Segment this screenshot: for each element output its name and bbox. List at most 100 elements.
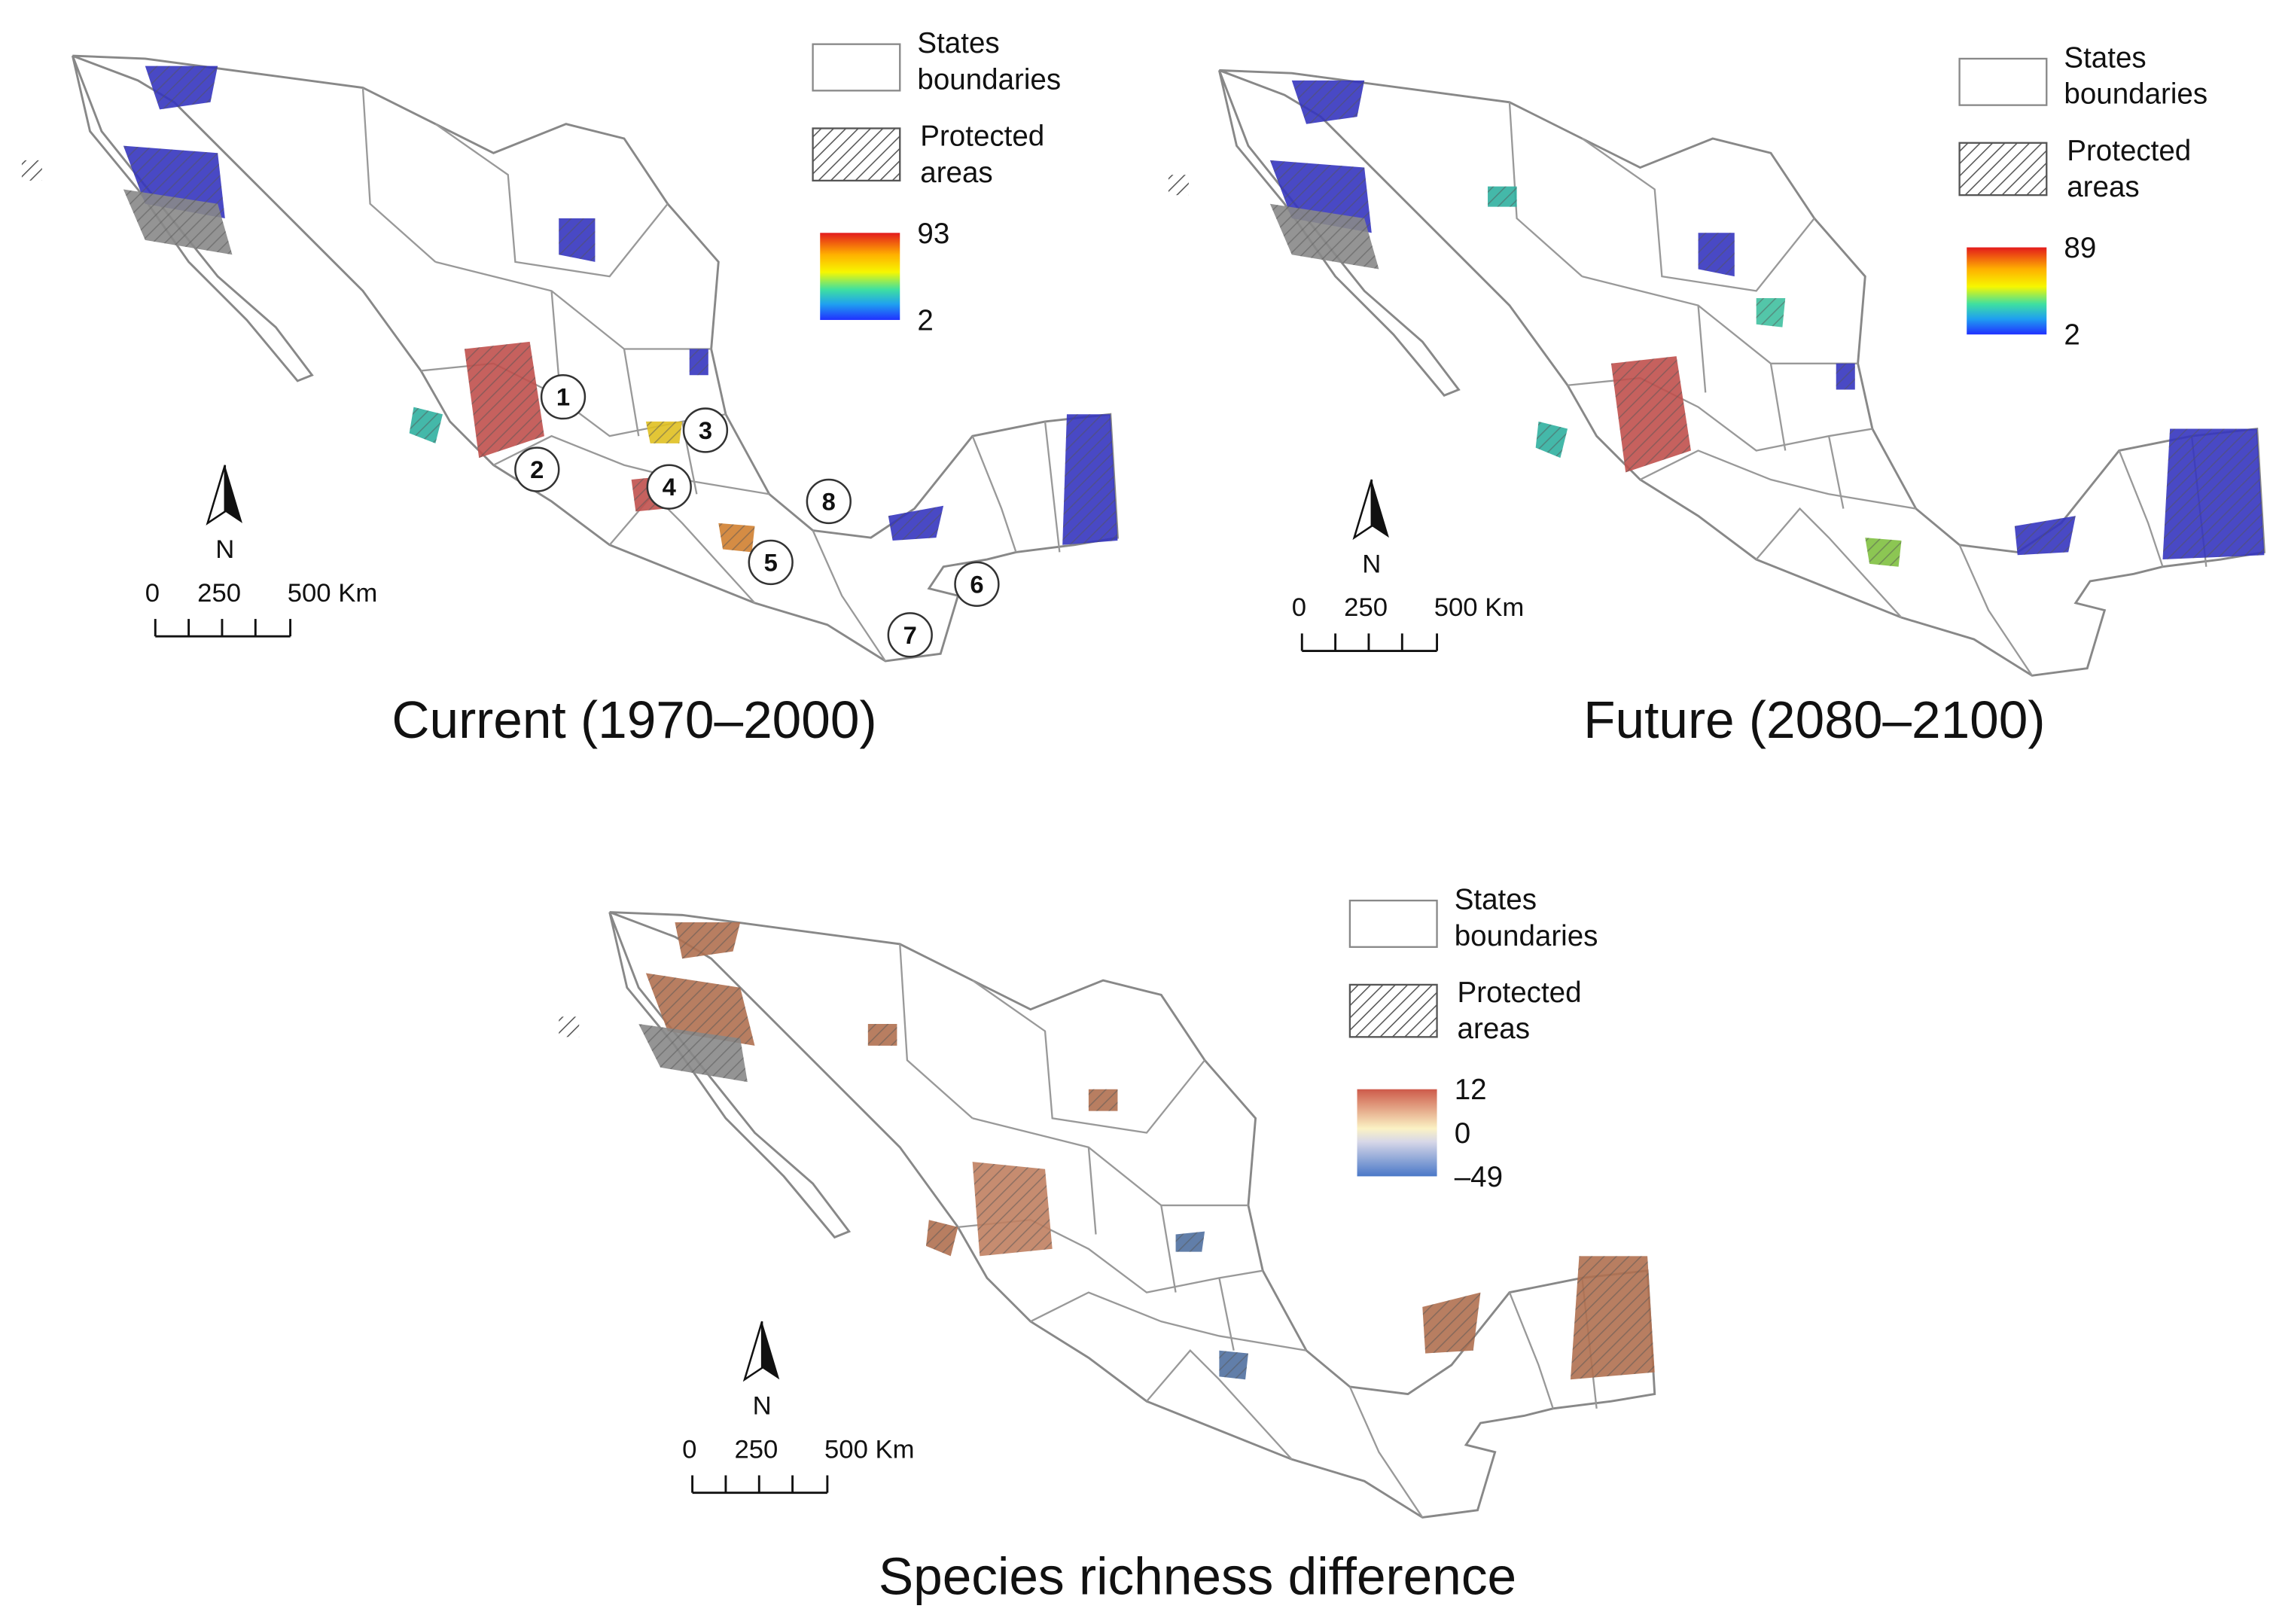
colorbar <box>1967 247 2047 335</box>
site-circle <box>682 407 729 453</box>
legend-protected-box <box>812 127 901 182</box>
site-circle <box>748 539 794 586</box>
north-arrow <box>224 465 242 523</box>
legend-text: areas <box>920 157 992 189</box>
state-boundary <box>1087 1147 1097 1235</box>
protected-hatch <box>1269 203 1379 270</box>
protected-hatch <box>409 407 443 443</box>
state-boundary <box>972 1117 1248 1207</box>
state-boundary <box>492 434 769 495</box>
protected-hatch <box>559 218 596 262</box>
state-boundary <box>361 87 437 263</box>
protected-hatch <box>1488 186 1517 207</box>
legend-text: areas <box>1458 1013 1530 1045</box>
protected-hatch <box>2162 428 2265 560</box>
protected-hatch <box>123 189 233 255</box>
protected-hatch <box>1175 1231 1205 1252</box>
state-boundary <box>1508 1292 1554 1409</box>
legend-text: areas <box>2067 171 2139 203</box>
legend-text: Protected <box>920 120 1044 153</box>
legend-text: boundaries <box>1455 920 1598 952</box>
legend-protected-box <box>1348 983 1438 1038</box>
site-label: 2 <box>530 456 544 483</box>
map-title: Species richness difference <box>879 1547 1516 1606</box>
site-circle <box>514 446 560 492</box>
colorbar-label: 12 <box>1455 1074 1487 1106</box>
protected-hatch <box>867 1023 897 1046</box>
legend-text: States <box>2064 42 2146 75</box>
north-arrow <box>762 1321 780 1380</box>
legend-text: States <box>1455 884 1537 916</box>
protected-hatch <box>1219 1350 1248 1380</box>
north-label: N <box>1362 550 1381 578</box>
state-boundary <box>1697 305 1707 393</box>
site-circle <box>540 373 587 420</box>
protected-hatch <box>1865 538 1902 567</box>
legend-text: boundaries <box>917 63 1061 96</box>
state-boundary <box>812 530 886 662</box>
scale-label: 0 <box>1292 593 1306 622</box>
protected-hatch <box>464 341 544 459</box>
site-label: 1 <box>556 383 570 411</box>
legend-boundary-box <box>812 43 901 92</box>
island-hatch <box>1168 175 1189 196</box>
north-arrow <box>1352 479 1373 541</box>
state-boundary <box>1044 421 1061 553</box>
map-title: Current (1970–2000) <box>392 690 876 749</box>
colorbar-label: 0 <box>1455 1117 1470 1150</box>
legend-text: States <box>917 27 999 59</box>
colorbar-label: 89 <box>2064 232 2096 264</box>
protected-hatch <box>1570 1256 1655 1380</box>
protected-hatch <box>1836 363 1855 390</box>
colorbar-label: –49 <box>1455 1161 1503 1193</box>
legend-text: Protected <box>2067 135 2191 167</box>
scale-label: 0 <box>145 579 160 608</box>
site-circle <box>887 612 933 658</box>
site-circle <box>646 464 692 510</box>
state-boundary <box>550 291 560 379</box>
protected-hatch <box>925 1220 958 1257</box>
protected-hatch <box>645 973 755 1046</box>
state-boundary <box>971 435 1017 553</box>
state-boundary <box>435 261 711 350</box>
protected-hatch <box>1062 414 1118 545</box>
legend-text: boundaries <box>2064 78 2207 111</box>
country-outline <box>72 54 1119 663</box>
state-boundary <box>1958 544 2033 676</box>
colorbar-label: 93 <box>917 218 949 250</box>
protected-hatch <box>145 66 218 110</box>
protected-hatch <box>972 1162 1053 1257</box>
north-label: N <box>215 535 234 564</box>
state-boundary <box>1160 1205 1177 1293</box>
country-outline <box>1218 69 2265 677</box>
site-circle <box>954 561 1000 607</box>
protected-hatch <box>1088 1089 1118 1111</box>
protected-hatch <box>888 505 944 541</box>
protected-hatch <box>1535 421 1568 459</box>
colorbar <box>1357 1089 1437 1177</box>
state-boundary <box>1769 363 1787 451</box>
site-label: 6 <box>970 570 983 598</box>
state-boundary <box>434 123 669 278</box>
state-boundary <box>1639 449 1916 510</box>
state-boundary <box>1827 435 1845 509</box>
north-label: N <box>753 1392 772 1421</box>
scale-label: 250 <box>197 579 241 608</box>
legend-protected-box <box>1958 142 2048 197</box>
protected-hatch <box>1756 298 1786 328</box>
scale-label: 500 Km <box>1434 593 1525 622</box>
state-boundary <box>971 980 1206 1134</box>
state-boundary <box>1348 1386 1424 1519</box>
site-circle <box>806 478 852 525</box>
country-outline <box>609 911 1656 1519</box>
site-label: 7 <box>903 621 917 649</box>
map-panel: States boundaries Protected areas 12 0 –49 N 0 25… <box>559 884 1656 1606</box>
island-hatch <box>559 1016 580 1037</box>
colorbar-label: 2 <box>2064 319 2080 352</box>
site-label: 4 <box>663 473 677 501</box>
legend-boundary-box <box>1958 57 2048 106</box>
protected-hatch <box>2014 516 2076 556</box>
protected-hatch <box>1291 80 1365 124</box>
